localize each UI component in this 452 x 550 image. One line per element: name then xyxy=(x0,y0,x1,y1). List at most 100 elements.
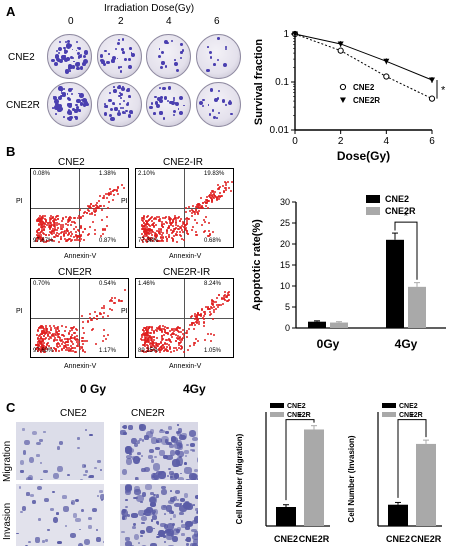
flow-event-dot xyxy=(42,224,45,227)
flow-event-dot xyxy=(189,344,192,347)
colony-dot xyxy=(68,63,73,68)
flow-event-dot xyxy=(50,229,53,232)
flow-event-dot xyxy=(150,223,153,226)
stained-cell xyxy=(141,467,146,472)
stained-cell xyxy=(124,508,128,511)
stained-cell xyxy=(184,467,192,474)
flow-event-dot xyxy=(175,232,178,235)
flow-plot: 0.08% 1.38% 97.67% 0.87% xyxy=(30,168,129,248)
flow-event-dot xyxy=(189,324,192,327)
stained-cell xyxy=(132,523,136,527)
colony-dot xyxy=(122,51,125,54)
flow-event-dot xyxy=(167,233,170,236)
stained-cell xyxy=(186,443,189,446)
flow-event-dot xyxy=(99,204,102,207)
colony-dot xyxy=(58,96,62,101)
stained-cell xyxy=(126,514,131,518)
flow-event-dot xyxy=(54,219,57,222)
flow-event-dot xyxy=(41,229,44,232)
flow-gate-horizontal xyxy=(31,318,128,319)
flow-event-dot xyxy=(64,222,67,225)
flow-event-dot xyxy=(207,199,210,202)
stained-cell xyxy=(22,428,25,431)
flow-event-dot xyxy=(206,206,209,209)
stained-cell xyxy=(140,530,146,535)
flow-event-dot xyxy=(37,349,40,352)
flow-event-dot xyxy=(56,215,59,217)
apoptosis-y-label: Apoptotic rate(%) xyxy=(251,219,263,311)
flow-event-dot xyxy=(101,219,104,222)
survival-point xyxy=(337,47,344,54)
flow-event-dot xyxy=(158,215,161,218)
flow-event-dot xyxy=(36,341,39,344)
colony-dot xyxy=(71,108,75,111)
stained-cell xyxy=(151,511,156,516)
flow-event-dot xyxy=(148,224,151,227)
flow-event-dot xyxy=(230,181,233,184)
stained-cell xyxy=(179,504,187,513)
flow-event-dot xyxy=(172,237,175,240)
flow-event-dot xyxy=(151,234,154,237)
flow-event-dot xyxy=(67,346,70,349)
flow-event-dot xyxy=(186,220,189,223)
colony-dot xyxy=(177,107,180,110)
flow-event-dot xyxy=(70,345,73,348)
flow-event-dot xyxy=(173,330,176,333)
flow-event-dot xyxy=(223,291,226,294)
stained-cell xyxy=(139,501,143,504)
flow-event-dot xyxy=(58,332,61,335)
colony-dot xyxy=(225,104,228,107)
flow-event-dot xyxy=(54,329,57,332)
flow-event-dot xyxy=(192,322,195,325)
flow-event-dot xyxy=(158,350,161,353)
flow-event-dot xyxy=(57,330,60,333)
flow-event-dot xyxy=(160,230,163,233)
colony-dish xyxy=(47,34,92,79)
flow-event-dot xyxy=(216,195,219,198)
flow-event-dot xyxy=(90,206,93,209)
survival-x-tick-label: 6 xyxy=(429,136,435,147)
flow-event-dot xyxy=(162,337,165,340)
flow-event-dot xyxy=(43,222,46,225)
flow-event-dot xyxy=(71,238,74,241)
colony-dot xyxy=(159,66,163,69)
flow-event-dot xyxy=(218,188,221,191)
apoptosis-significance-bracket xyxy=(394,221,418,280)
flow-event-dot xyxy=(197,312,200,315)
flow-event-dot xyxy=(149,217,152,220)
flow-event-dot xyxy=(228,290,231,293)
stained-cell xyxy=(122,516,126,520)
stained-cell xyxy=(124,489,130,493)
flow-event-dot xyxy=(108,193,111,196)
flow-event-dot xyxy=(199,313,201,316)
colony-dot xyxy=(130,51,133,54)
flow-event-dot xyxy=(108,192,111,195)
stained-cell xyxy=(196,478,198,480)
colony-dot xyxy=(106,60,110,65)
stained-cell xyxy=(36,441,42,446)
flow-event-dot xyxy=(38,334,41,337)
flow-event-dot xyxy=(185,221,188,224)
stained-cell xyxy=(140,544,148,546)
flow-event-dot xyxy=(194,323,197,326)
colony-dot xyxy=(71,48,74,51)
colony-dot xyxy=(153,112,156,115)
panel-c-letter: C xyxy=(6,400,16,415)
flow-event-dot xyxy=(187,328,190,331)
apoptosis-category-label: 0Gy xyxy=(317,337,340,351)
flow-event-dot xyxy=(62,226,65,229)
colony-dot xyxy=(64,69,70,74)
flow-event-dot xyxy=(178,341,181,344)
stained-cell xyxy=(26,492,30,496)
stained-cell xyxy=(141,491,147,498)
stained-cell xyxy=(141,438,145,443)
flow-event-dot xyxy=(183,226,186,229)
flow-event-dot xyxy=(58,222,61,225)
invasion-legend-swatch xyxy=(382,412,396,417)
flow-event-dot xyxy=(50,337,53,340)
flow-event-dot xyxy=(172,328,175,331)
flow-event-dot xyxy=(44,215,47,218)
stained-cell xyxy=(184,493,189,498)
stained-cell xyxy=(87,476,91,479)
flow-event-dot xyxy=(43,232,46,235)
